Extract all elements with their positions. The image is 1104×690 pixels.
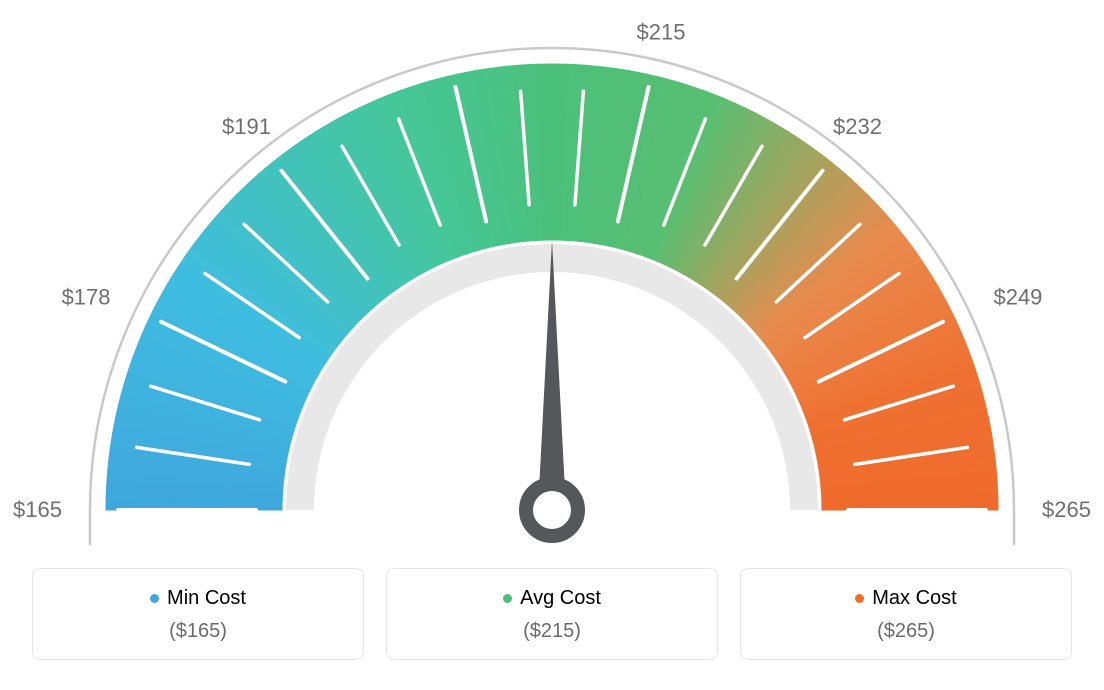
cost-gauge: $165 $178 $191 $215 $232 $249 $265: [0, 0, 1104, 560]
gauge-tick-label: $215: [637, 19, 686, 44]
legend-title-avg: Avg Cost: [503, 587, 601, 610]
legend-card-avg: Avg Cost ($215): [386, 568, 718, 660]
gauge-tick-label: $232: [833, 114, 882, 139]
legend-label: Avg Cost: [520, 587, 601, 610]
legend-card-max: Max Cost ($265): [740, 568, 1072, 660]
legend-title-min: Min Cost: [150, 587, 246, 610]
dot-icon: [503, 594, 512, 603]
legend-value-avg: ($215): [397, 620, 707, 643]
legend-value-max: ($265): [751, 620, 1061, 643]
gauge-tick-label: $265: [1042, 497, 1091, 522]
gauge-tick-label: $165: [13, 497, 62, 522]
gauge-tick-label: $249: [993, 284, 1042, 309]
dot-icon: [855, 594, 864, 603]
gauge-svg: $165 $178 $191 $215 $232 $249 $265: [0, 0, 1104, 560]
dot-icon: [150, 594, 159, 603]
legend-label: Max Cost: [872, 587, 956, 610]
gauge-hub: [526, 484, 578, 536]
gauge-tick-label: $191: [222, 114, 271, 139]
gauge-tick-label: $178: [62, 284, 111, 309]
legend-card-min: Min Cost ($165): [32, 568, 364, 660]
legend-title-max: Max Cost: [855, 587, 956, 610]
legend-row: Min Cost ($165) Avg Cost ($215) Max Cost…: [32, 568, 1072, 660]
legend-label: Min Cost: [167, 587, 246, 610]
legend-value-min: ($165): [43, 620, 353, 643]
